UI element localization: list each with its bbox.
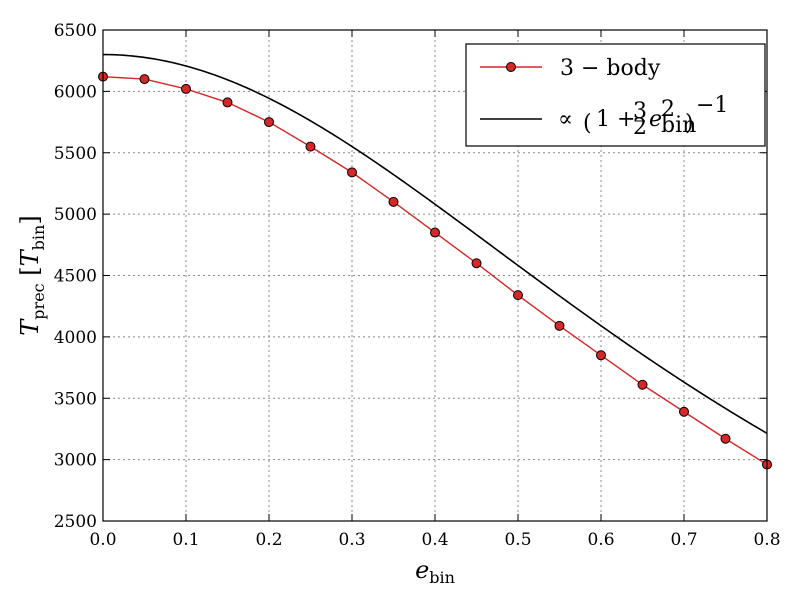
data-point-3-body xyxy=(347,167,357,178)
axis-ticks: 0.0 0.1 0.2 0.3 0.4 0.5 0.6 0.7 0.8 2500 3000 3500 4… xyxy=(54,21,781,550)
data-point-3-body xyxy=(264,117,274,128)
x-tick-label: 0.6 xyxy=(587,530,614,550)
y-tick-label: 3500 xyxy=(54,389,97,409)
legend-box xyxy=(465,43,766,147)
series-line-analytic xyxy=(102,53,768,435)
x-tick-label: 0.0 xyxy=(89,530,116,550)
svg-text:bin: bin xyxy=(661,113,696,138)
data-point-3-body xyxy=(720,433,731,444)
y-tick-label: 3000 xyxy=(54,451,97,471)
data-point-3-body xyxy=(637,379,648,390)
x-tick-label: 0.2 xyxy=(255,530,282,550)
y-tick-label: 2500 xyxy=(54,512,97,532)
data-point-3-body xyxy=(305,141,316,152)
data-point-3-body xyxy=(222,97,233,108)
x-tick-label: 0.7 xyxy=(670,530,697,550)
data-point-3-body xyxy=(679,406,689,417)
y-tick-label: 5500 xyxy=(54,144,97,164)
svg-text:e: e xyxy=(649,107,662,132)
x-tick-label: 0.4 xyxy=(421,530,448,550)
x-tick-label: 0.8 xyxy=(753,530,780,550)
y-tick-label: 4500 xyxy=(54,267,97,287)
data-point-3-body xyxy=(513,290,523,301)
svg-text:3: 3 xyxy=(633,99,647,124)
data-point-3-body xyxy=(388,196,399,207)
data-point-3-body xyxy=(554,320,565,331)
data-point-3-body xyxy=(596,350,606,361)
legend-marker-3-body xyxy=(506,62,516,72)
data-point-3-body xyxy=(430,227,440,238)
y-tick-label: 6000 xyxy=(54,82,97,102)
svg-text:−1: −1 xyxy=(696,93,728,118)
x-axis-label: ebin xyxy=(415,556,455,587)
svg-text:(: ( xyxy=(583,111,592,136)
svg-text:∝: ∝ xyxy=(558,107,573,132)
x-tick-label: 0.1 xyxy=(172,530,199,550)
y-axis-label: Tprec [Tbin] xyxy=(16,215,48,335)
svg-text:1 +: 1 + xyxy=(596,107,635,132)
legend-label-3-body: 3 − body xyxy=(560,56,661,81)
data-point-3-body xyxy=(139,74,150,85)
svg-text:): ) xyxy=(685,111,694,136)
data-point-3-body xyxy=(471,258,482,269)
svg-text:2: 2 xyxy=(633,115,647,140)
y-tick-label: 4000 xyxy=(54,328,97,348)
svg-text:2: 2 xyxy=(661,97,675,122)
y-tick-label: 6500 xyxy=(54,21,97,41)
grid xyxy=(103,30,767,521)
data-point-3-body xyxy=(181,83,191,94)
y-tick-label: 5000 xyxy=(54,205,97,225)
x-tick-label: 0.5 xyxy=(504,530,531,550)
x-tick-label: 0.3 xyxy=(338,530,365,550)
plot-area xyxy=(98,53,772,470)
